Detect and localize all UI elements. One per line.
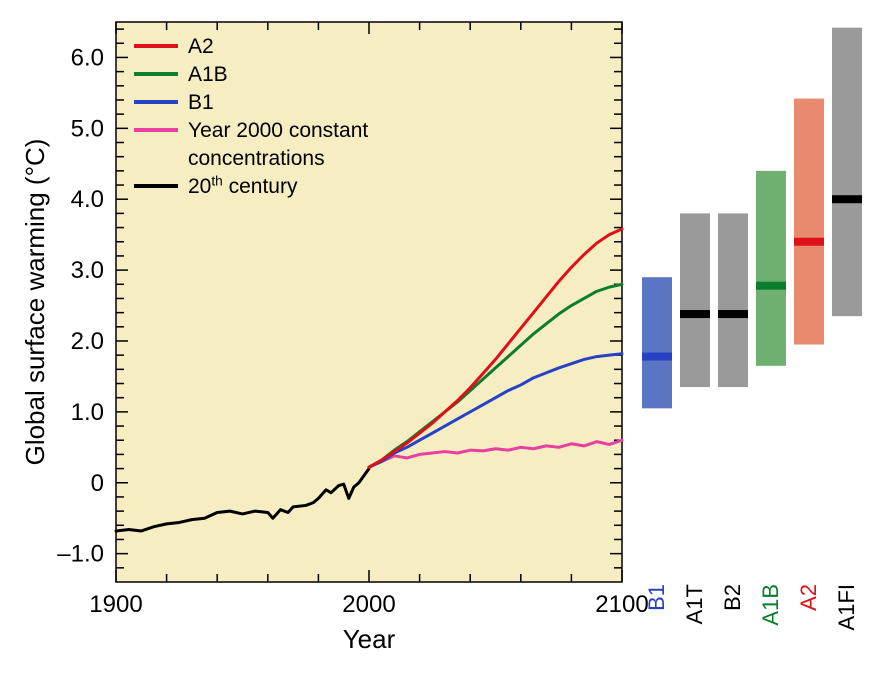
legend-label: A2 — [188, 35, 214, 58]
range-bar-B1 — [642, 277, 672, 408]
range-bar-A1FI — [832, 28, 862, 317]
range-bar-B2 — [718, 213, 748, 387]
y-tick-label: 1.0 — [71, 399, 104, 426]
legend-label: Year 2000 constant — [188, 119, 368, 142]
x-tick-label: 2000 — [342, 591, 395, 618]
y-tick-label: 6.0 — [71, 44, 104, 71]
legend-label: 20th century — [188, 174, 298, 198]
range-bar-best-A2 — [794, 238, 824, 246]
range-bar-best-B1 — [642, 353, 672, 361]
range-bar-A2 — [794, 99, 824, 345]
range-bar-label: A1T — [682, 584, 707, 624]
range-bar-best-A1B — [756, 282, 786, 290]
range-bar-label: B2 — [720, 584, 745, 611]
range-bar-label: A1B — [758, 584, 783, 626]
x-axis-label: Year — [343, 624, 396, 654]
x-tick-label: 1900 — [89, 591, 142, 618]
legend-label: concentrations — [188, 147, 325, 170]
range-bar-label: A2 — [796, 584, 821, 611]
y-tick-label: 0 — [91, 470, 104, 497]
range-bar-best-A1T — [680, 310, 710, 318]
y-tick-label: 3.0 — [71, 257, 104, 284]
range-bar-label: A1FI — [834, 584, 859, 630]
y-tick-label: 5.0 — [71, 115, 104, 142]
y-tick-label: 4.0 — [71, 186, 104, 213]
range-bar-A1B — [756, 171, 786, 366]
warming-chart: 1900 2000 2100 Year –1.0 0 1.0 2.0 3.0 4.0 5.0 6.0 G… — [0, 0, 873, 692]
range-bar-best-A1FI — [832, 195, 862, 203]
range-bar-label: B1 — [644, 584, 669, 611]
y-axis-label: Global surface warming (°C) — [20, 139, 50, 466]
y-tick-label: –1.0 — [57, 541, 104, 568]
y-tick-label: 2.0 — [71, 328, 104, 355]
legend-label: B1 — [188, 91, 214, 114]
range-bar-A1T — [680, 213, 710, 387]
legend-label: A1B — [188, 63, 228, 86]
range-bar-best-B2 — [718, 310, 748, 318]
x-tick-label: 2100 — [595, 591, 648, 618]
